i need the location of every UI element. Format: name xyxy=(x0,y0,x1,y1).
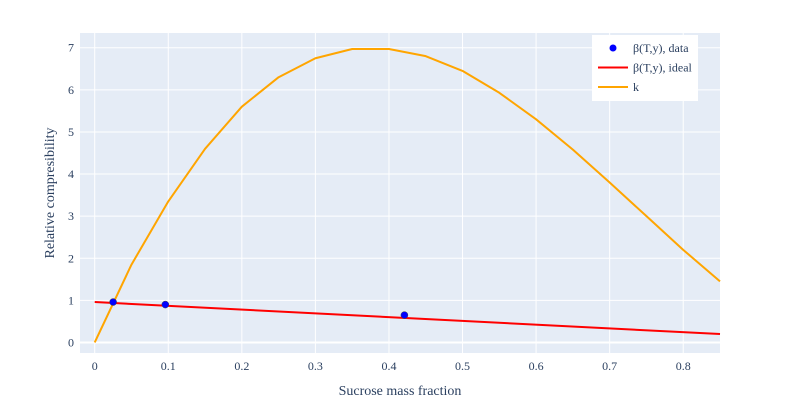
series-line-ideal xyxy=(94,301,721,336)
y-tick-label: 0 xyxy=(68,335,74,349)
legend-marker xyxy=(609,44,617,52)
x-tick-label: 0.6 xyxy=(529,359,544,373)
y-tick-label: 7 xyxy=(68,41,74,55)
x-tick-label: 0.7 xyxy=(602,359,617,373)
y-tick-label: 2 xyxy=(68,251,74,265)
x-tick-label: 0.3 xyxy=(308,359,323,373)
x-tick-label: 0.4 xyxy=(381,359,396,373)
legend-label: k xyxy=(633,80,639,94)
x-tick-label: 0.2 xyxy=(234,359,249,373)
y-tick-label: 6 xyxy=(68,83,74,97)
y-tick-label: 5 xyxy=(68,125,74,139)
x-tick-label: 0.1 xyxy=(161,359,176,373)
x-tick-label: 0.8 xyxy=(676,359,691,373)
x-tick-label: 0.5 xyxy=(455,359,470,373)
data-point xyxy=(109,298,117,306)
y-tick-labels: 0 1 2 3 4 5 6 7 xyxy=(68,41,74,350)
y-axis-title: Relative compresibility xyxy=(43,127,58,258)
x-axis-title: Sucrose mass fraction xyxy=(339,384,462,399)
y-tick-label: 3 xyxy=(68,209,74,223)
y-gridlines xyxy=(80,47,720,344)
legend-label: β(T,y), data xyxy=(633,41,689,55)
data-point xyxy=(161,300,170,309)
x-tick-labels: 0 0.1 0.2 0.3 0.4 0.5 0.6 0.7 0.8 xyxy=(92,359,691,373)
series-layer xyxy=(93,48,721,343)
series-line-k xyxy=(93,48,721,343)
legend: β(T,y), data β(T,y), ideal k xyxy=(592,35,698,101)
y-tick-label: 1 xyxy=(68,293,74,307)
data-point xyxy=(400,311,409,319)
x-tick-label: 0 xyxy=(92,359,98,373)
legend-items: β(T,y), data β(T,y), ideal k xyxy=(598,41,693,94)
legend-label: β(T,y), ideal xyxy=(633,61,693,75)
y-tick-label: 4 xyxy=(68,167,74,181)
